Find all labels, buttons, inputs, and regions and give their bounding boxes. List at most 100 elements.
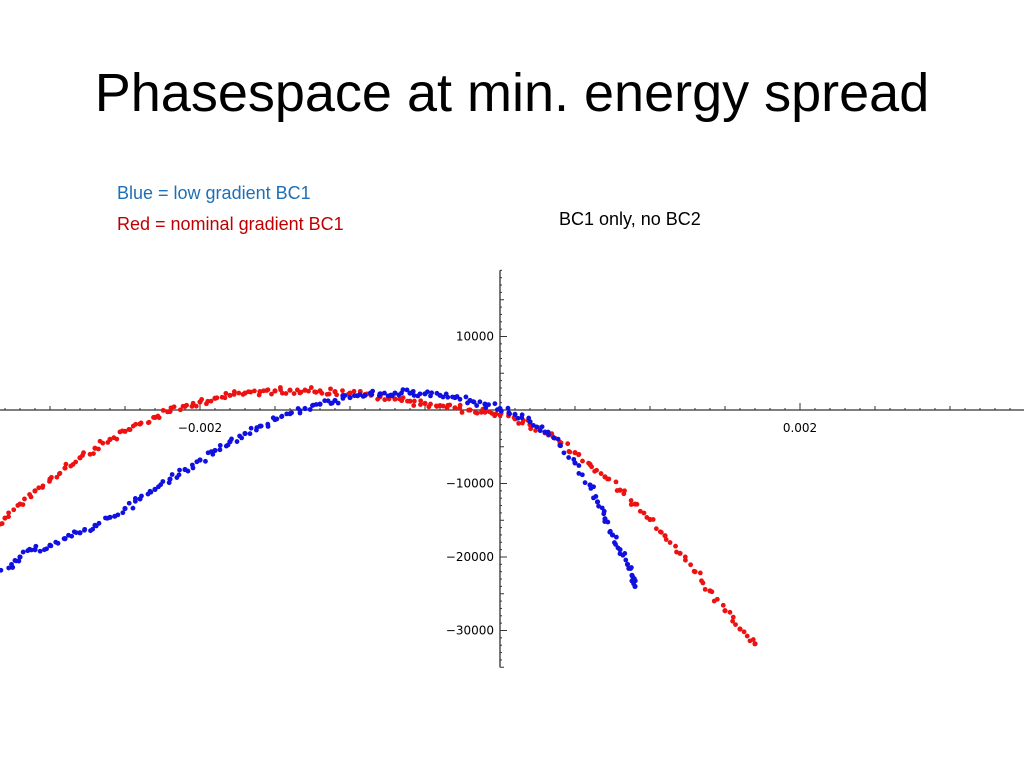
data-point [335, 400, 341, 406]
data-point [626, 566, 632, 571]
data-point [528, 426, 534, 432]
data-point [279, 390, 285, 396]
data-point [663, 537, 669, 542]
data-point [302, 405, 308, 412]
data-point [63, 461, 69, 467]
data-point [360, 393, 366, 399]
data-point [264, 388, 270, 393]
data-point [177, 467, 182, 473]
data-point [425, 389, 430, 395]
data-point [165, 409, 170, 415]
data-point [347, 394, 353, 401]
data-point [306, 388, 311, 394]
data-point [515, 415, 521, 421]
data-point [22, 496, 27, 502]
data-point [486, 402, 491, 408]
data-point [284, 411, 290, 417]
data-point [495, 407, 500, 412]
data-point [248, 425, 254, 431]
data-point [291, 391, 297, 396]
data-point [36, 485, 42, 491]
data-point [606, 476, 612, 482]
data-point [411, 398, 417, 404]
data-point [0, 567, 4, 573]
data-point [691, 568, 697, 574]
data-point [193, 403, 199, 409]
data-point [37, 548, 43, 554]
data-point [697, 570, 703, 576]
data-point [457, 396, 463, 402]
data-point [445, 394, 451, 400]
series-blue-points [0, 387, 638, 590]
data-point [240, 392, 246, 397]
y-tick-label: −20000 [446, 550, 494, 564]
data-point [450, 394, 455, 400]
data-point [465, 400, 470, 406]
data-point [270, 415, 276, 421]
data-point [115, 512, 121, 518]
data-point [248, 389, 254, 395]
data-point [516, 420, 522, 426]
data-point [104, 515, 110, 521]
data-point [598, 471, 604, 476]
data-point [674, 549, 679, 555]
data-point [722, 608, 728, 614]
series-red-points [0, 385, 758, 647]
data-point [184, 402, 189, 408]
x-tick-label: 0.002 [783, 421, 817, 435]
data-point [17, 554, 23, 560]
data-point [274, 416, 280, 422]
data-point [752, 641, 758, 647]
legend-blue-label: Blue = low gradient BC1 [117, 183, 311, 203]
data-point [623, 557, 629, 563]
data-point [417, 391, 423, 397]
data-point [429, 390, 435, 396]
data-point [580, 458, 585, 464]
data-point [0, 521, 5, 526]
data-point [662, 533, 668, 539]
data-point [242, 430, 248, 437]
data-point [632, 578, 638, 584]
data-point [477, 399, 483, 405]
data-point [447, 402, 453, 408]
data-point [96, 446, 101, 452]
data-point [459, 410, 465, 415]
data-point [156, 415, 162, 421]
data-point [114, 436, 120, 442]
data-point [269, 391, 274, 397]
data-point [733, 622, 738, 628]
data-point [328, 386, 333, 392]
data-point [683, 557, 688, 563]
data-point [594, 499, 601, 505]
data-point [546, 432, 551, 437]
data-point [40, 483, 46, 489]
data-point [236, 390, 242, 396]
data-point [298, 389, 304, 395]
data-point [247, 431, 253, 437]
data-point [534, 424, 540, 430]
data-point [160, 479, 166, 484]
data-point [73, 459, 79, 465]
data-point [20, 502, 26, 508]
legend-red-label: Red = nominal gradient BC1 [117, 214, 344, 234]
data-point [471, 399, 477, 405]
y-tick-label: −10000 [446, 477, 494, 491]
data-point [342, 393, 348, 398]
data-point [641, 510, 647, 516]
data-point [322, 398, 328, 404]
data-point [507, 411, 513, 417]
data-point [212, 447, 218, 454]
data-point [20, 549, 26, 555]
data-point [287, 387, 293, 393]
data-point [628, 498, 634, 503]
data-point [210, 451, 216, 457]
data-point [483, 405, 489, 411]
data-point [404, 387, 410, 393]
data-point [382, 390, 387, 396]
data-point [130, 505, 136, 511]
data-point [474, 403, 480, 408]
data-point [11, 507, 17, 513]
data-point [160, 407, 166, 413]
data-point [44, 546, 49, 552]
